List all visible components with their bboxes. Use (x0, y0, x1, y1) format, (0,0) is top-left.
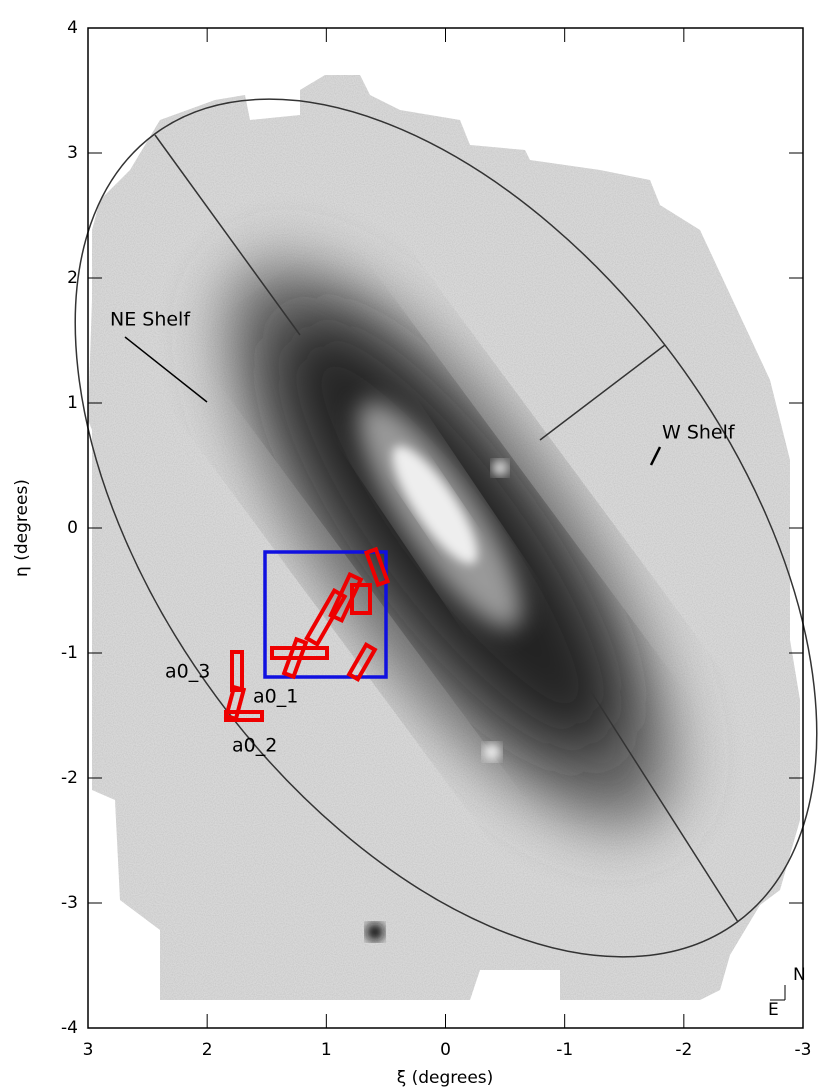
y-tick-label: -1 (61, 643, 78, 663)
fields (223, 546, 391, 722)
x-tick-label: -3 (795, 1040, 812, 1060)
annotation: W Shelf (662, 422, 736, 444)
y-axis-label: η (degrees) (12, 479, 32, 577)
y-tick-label: 3 (67, 143, 78, 163)
x-tick-label: -2 (675, 1040, 692, 1060)
compass (770, 985, 786, 1001)
compass-e: E (768, 1000, 779, 1020)
annotation: a0_3 (165, 661, 210, 683)
compass-n: N (793, 965, 806, 985)
x-axis-label: ξ (degrees) (397, 1068, 494, 1088)
annotation: a0_2 (232, 735, 277, 757)
annotation: NE Shelf (110, 309, 191, 331)
field-box (263, 550, 388, 679)
y-tick-label: 0 (67, 518, 78, 538)
y-tick-label: -4 (61, 1018, 78, 1038)
y-tick-label: -3 (61, 893, 78, 913)
y-tick-label: 2 (67, 268, 78, 288)
x-tick-label: 3 (83, 1040, 94, 1060)
x-tick-label: -1 (556, 1040, 573, 1060)
sky-image (88, 75, 800, 1000)
y-tick-label: 4 (67, 18, 78, 38)
x-tick-label: 0 (440, 1040, 451, 1060)
y-tick-label: 1 (67, 393, 78, 413)
x-tick-label: 2 (202, 1040, 213, 1060)
x-tick-label: 1 (321, 1040, 332, 1060)
y-tick-label: -2 (61, 768, 78, 788)
annotation: a0_1 (253, 686, 298, 708)
